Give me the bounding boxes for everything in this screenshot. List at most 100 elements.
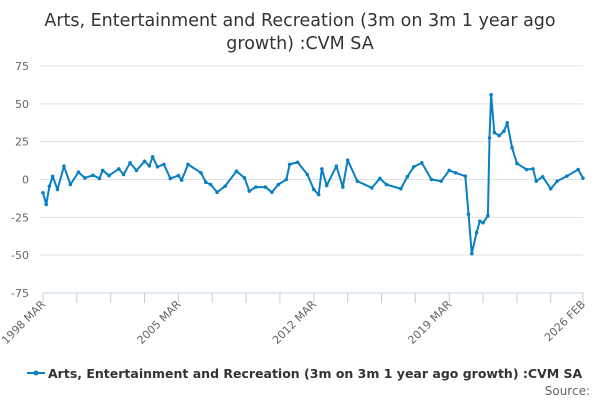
data-point bbox=[515, 161, 519, 166]
data-point bbox=[540, 174, 545, 179]
data-point bbox=[555, 179, 560, 183]
data-point bbox=[68, 182, 73, 187]
x-tick-label: 2005 MAR bbox=[135, 298, 184, 347]
data-point bbox=[399, 186, 403, 191]
data-point bbox=[150, 155, 155, 159]
data-point bbox=[253, 185, 258, 189]
data-point bbox=[50, 174, 55, 179]
data-point bbox=[91, 173, 95, 178]
data-point bbox=[505, 120, 510, 125]
x-tick-label: 2026 FEB bbox=[542, 298, 588, 344]
data-point bbox=[155, 164, 160, 169]
data-point bbox=[355, 179, 360, 183]
data-point bbox=[531, 167, 535, 171]
data-point bbox=[234, 169, 239, 173]
data-point bbox=[510, 145, 514, 150]
data-point bbox=[55, 187, 60, 192]
legend-marker-icon bbox=[33, 370, 39, 376]
data-point bbox=[487, 136, 492, 140]
data-point bbox=[100, 168, 105, 173]
data-point bbox=[208, 182, 213, 187]
data-point bbox=[312, 187, 316, 192]
data-point bbox=[121, 172, 126, 177]
data-point bbox=[270, 190, 274, 195]
y-tick-label: 75 bbox=[15, 60, 29, 73]
y-tick-label: 50 bbox=[15, 98, 29, 111]
data-point bbox=[324, 183, 329, 188]
legend-label: Arts, Entertainment and Recreation (3m o… bbox=[48, 366, 583, 381]
data-point bbox=[162, 162, 166, 167]
y-tick-label: -50 bbox=[11, 249, 29, 262]
data-point bbox=[481, 220, 485, 225]
data-point bbox=[83, 176, 87, 180]
data-point bbox=[486, 214, 490, 218]
data-point bbox=[378, 176, 382, 181]
data-point bbox=[295, 160, 300, 165]
data-point bbox=[463, 174, 468, 178]
data-point bbox=[147, 164, 152, 168]
data-point bbox=[411, 164, 416, 169]
data-point bbox=[341, 185, 345, 189]
data-point bbox=[384, 182, 389, 187]
data-point bbox=[287, 162, 292, 167]
data-point bbox=[420, 161, 424, 165]
y-tick-label: -75 bbox=[11, 287, 29, 300]
data-point bbox=[370, 186, 374, 190]
source-label: Source: bbox=[545, 384, 590, 398]
data-point bbox=[186, 162, 190, 167]
data-point bbox=[41, 191, 45, 195]
data-point bbox=[565, 174, 569, 178]
data-point bbox=[97, 176, 102, 181]
data-point bbox=[453, 171, 458, 175]
data-point bbox=[316, 192, 321, 197]
data-point bbox=[247, 189, 252, 193]
data-point bbox=[62, 164, 66, 168]
x-tick-label: 2019 MAR bbox=[405, 298, 454, 347]
data-point bbox=[439, 179, 443, 183]
data-point bbox=[492, 130, 497, 135]
data-point bbox=[345, 158, 350, 162]
data-point bbox=[107, 173, 111, 178]
data-point bbox=[176, 173, 181, 178]
data-point bbox=[242, 176, 247, 180]
data-point bbox=[469, 251, 474, 256]
data-point bbox=[497, 133, 501, 138]
data-point bbox=[199, 171, 203, 175]
data-point bbox=[215, 190, 219, 195]
y-tick-label: 0 bbox=[22, 174, 29, 187]
data-point bbox=[466, 212, 471, 217]
x-tick-label: 2012 MAR bbox=[270, 298, 319, 347]
data-point bbox=[134, 168, 139, 173]
data-point bbox=[44, 202, 49, 207]
data-point bbox=[128, 161, 132, 165]
data-point bbox=[489, 92, 493, 97]
data-point bbox=[429, 177, 434, 182]
data-point bbox=[142, 159, 147, 164]
data-point bbox=[474, 230, 479, 235]
data-point bbox=[76, 170, 81, 175]
legend[interactable]: Arts, Entertainment and Recreation (3m o… bbox=[27, 366, 583, 381]
data-point bbox=[478, 219, 482, 223]
y-tick-label: 25 bbox=[15, 136, 29, 149]
data-point bbox=[334, 164, 339, 168]
data-point bbox=[276, 182, 281, 187]
chart-title-line-1: Arts, Entertainment and Recreation (3m o… bbox=[44, 11, 555, 31]
data-point bbox=[204, 180, 208, 185]
y-tick-label: -25 bbox=[11, 211, 29, 224]
data-point bbox=[223, 184, 227, 188]
x-tick-label: 1998 MAR bbox=[0, 298, 48, 347]
data-point bbox=[179, 178, 184, 182]
data-point bbox=[534, 179, 539, 183]
data-point bbox=[548, 186, 553, 191]
data-point bbox=[502, 129, 506, 133]
data-point bbox=[47, 184, 52, 188]
data-point bbox=[320, 167, 324, 171]
data-point bbox=[116, 167, 121, 171]
data-point bbox=[168, 176, 173, 181]
data-point bbox=[576, 167, 580, 172]
data-point bbox=[263, 185, 268, 189]
data-point bbox=[524, 167, 529, 172]
data-point bbox=[305, 172, 310, 177]
data-point bbox=[581, 176, 585, 180]
